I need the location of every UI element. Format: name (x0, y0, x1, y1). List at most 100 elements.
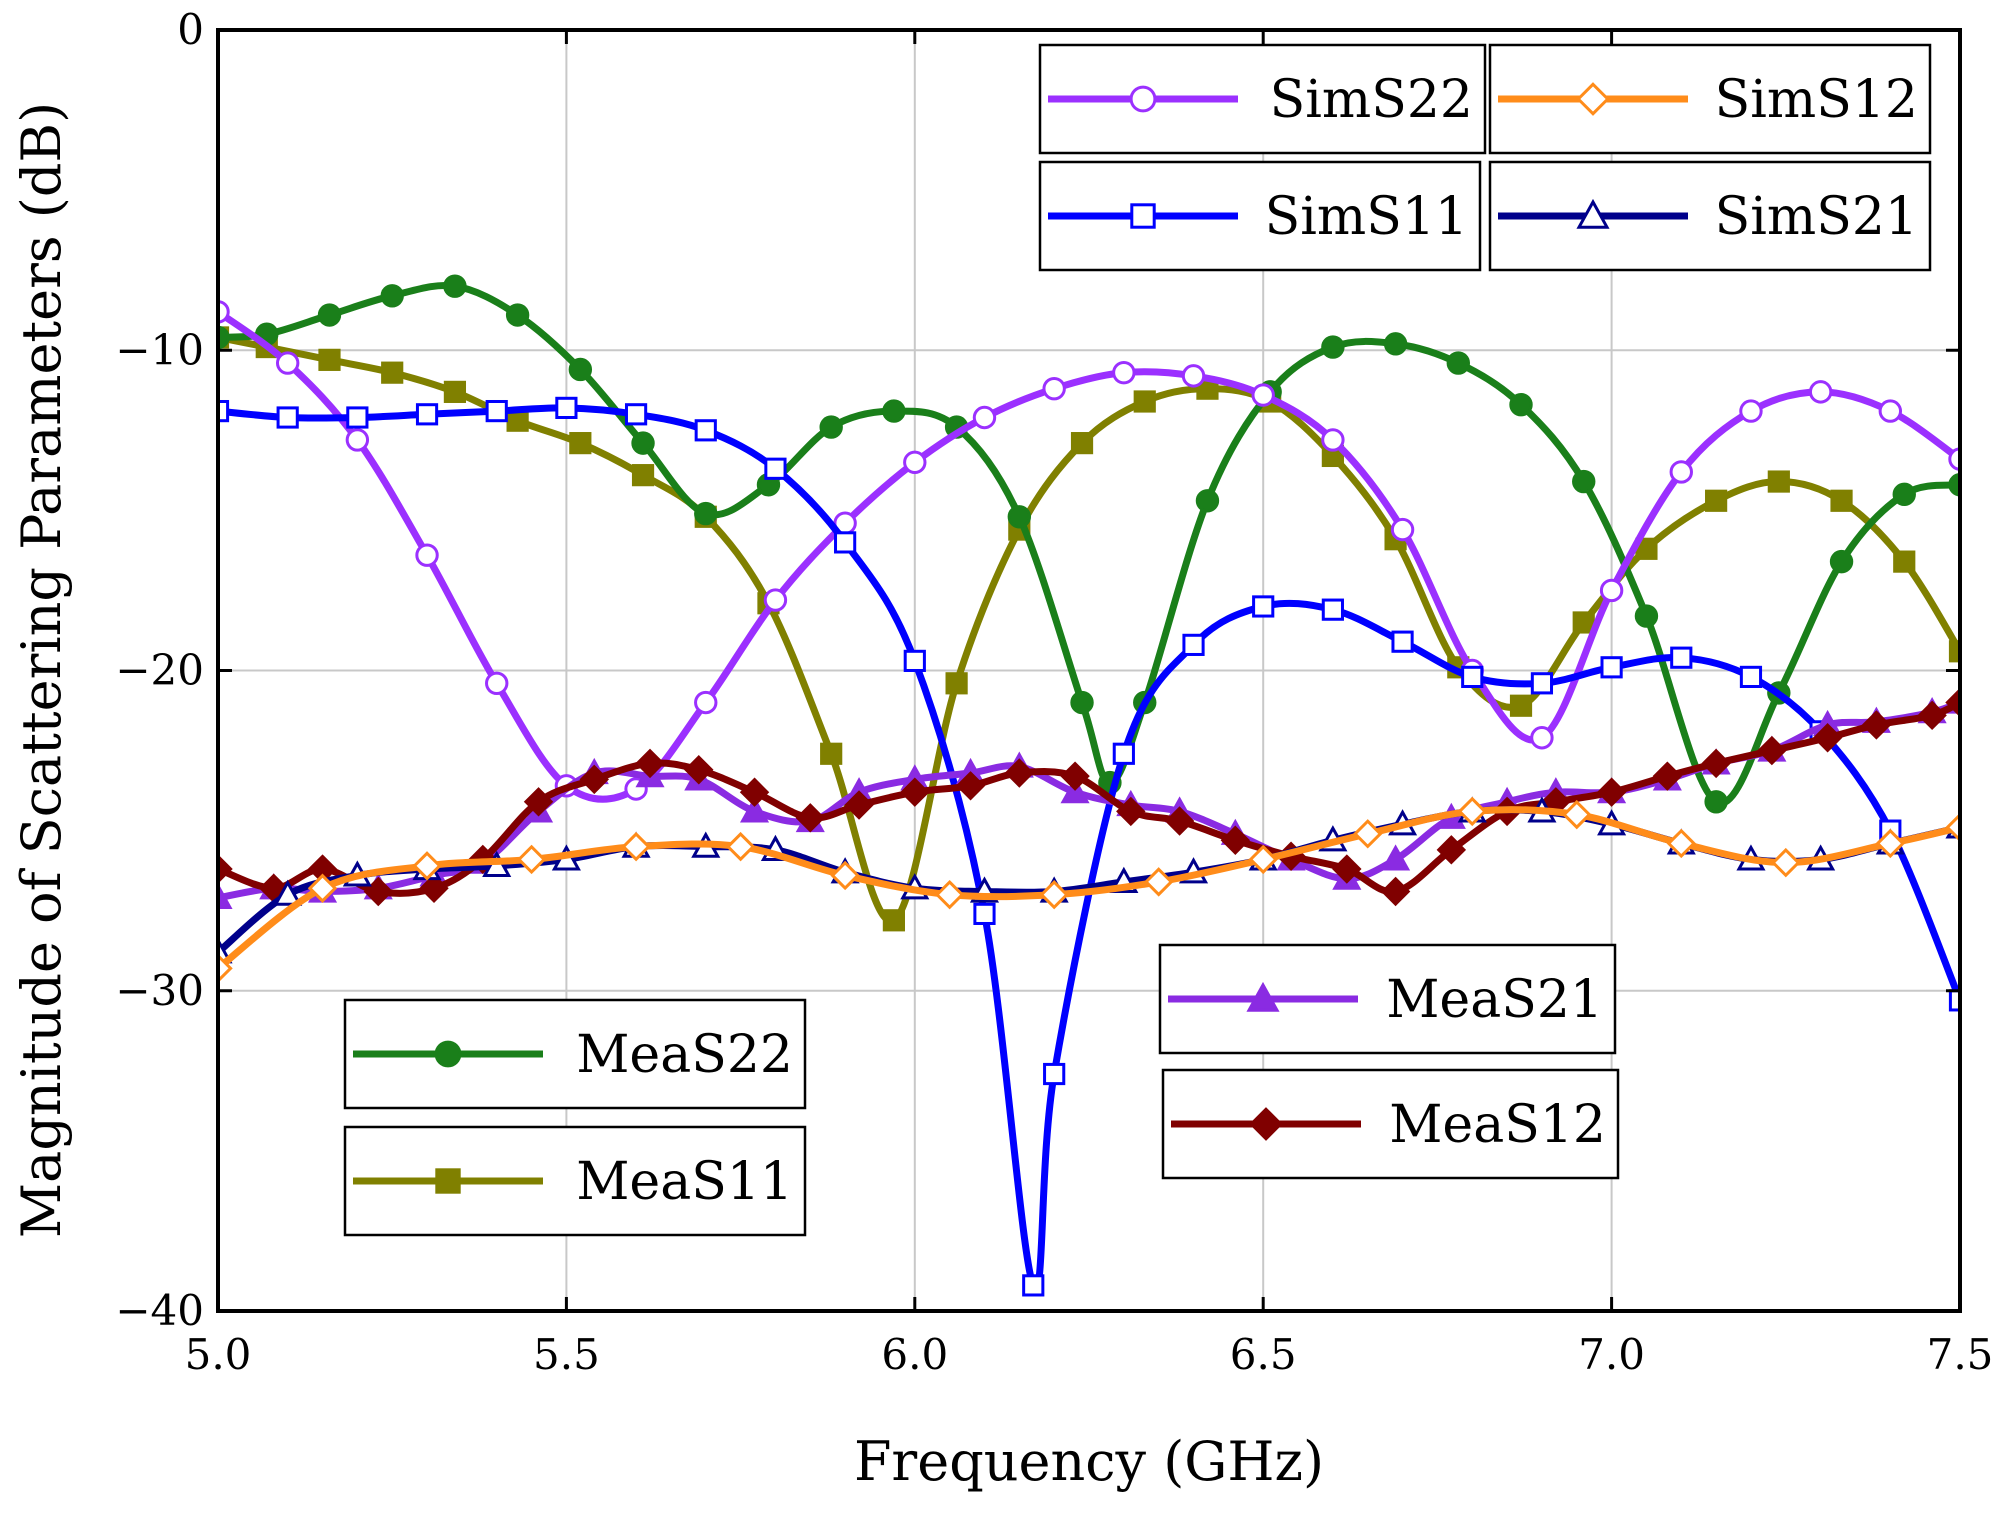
point-meas12 (579, 764, 609, 795)
legend-marker (1249, 1107, 1283, 1141)
point-sims11 (1948, 989, 1960, 1012)
point-meas22 (1829, 549, 1854, 574)
point-sims11 (624, 403, 648, 426)
point-sims12 (1666, 828, 1697, 859)
legend-marker (1130, 203, 1156, 229)
series-sims22 (218, 300, 1960, 803)
point-meas21 (1381, 844, 1411, 871)
point-meas11 (1893, 550, 1916, 573)
point-sims21 (273, 879, 303, 906)
point-sims12 (1039, 879, 1069, 910)
point-meas12 (1812, 723, 1843, 753)
legend-item-meas12: MeaS12 (1161, 1068, 1620, 1180)
point-sims22 (1739, 399, 1763, 423)
point-meas12 (739, 777, 770, 807)
point-meas11 (318, 348, 341, 371)
legend-marker (434, 1040, 462, 1068)
series-sims12 (218, 796, 1960, 984)
point-meas22 (380, 284, 404, 308)
x-tick-label: 6.0 (881, 1330, 948, 1379)
series-layer (218, 274, 1960, 1297)
point-meas11 (443, 380, 467, 403)
y-tick-label: −10 (115, 325, 204, 374)
point-sims22 (485, 671, 509, 696)
point-meas22 (882, 399, 906, 423)
point-sims11 (1600, 656, 1623, 679)
point-sims22 (1042, 376, 1066, 401)
point-meas12 (1652, 761, 1683, 791)
point-sims11 (1252, 595, 1275, 618)
point-meas22 (1383, 332, 1408, 356)
point-sims11 (1112, 742, 1135, 765)
x-tick-label: 5.0 (185, 1330, 252, 1379)
point-meas22 (317, 303, 342, 327)
point-sims12 (307, 873, 338, 903)
legend-item-sims12: SimS12 (1488, 43, 1932, 155)
point-sims12 (1457, 796, 1487, 827)
point-meas12 (363, 876, 393, 907)
point-meas22 (1007, 505, 1032, 529)
point-sims22 (1321, 428, 1345, 452)
point-sims22 (903, 450, 927, 475)
point-meas12 (523, 787, 554, 817)
legend-label: SimS12 (1715, 70, 1918, 130)
point-meas12 (1757, 735, 1787, 766)
point-meas22 (1634, 604, 1659, 628)
point-meas21 (1060, 777, 1090, 804)
point-sims12 (516, 844, 547, 875)
legend-item-sims11: SimS11 (1038, 160, 1482, 272)
point-sims12 (934, 879, 965, 910)
point-sims11 (1739, 665, 1763, 689)
legend-marker (1129, 85, 1157, 113)
point-meas21 (739, 796, 770, 823)
legend-item-meas11: MeaS11 (343, 1125, 807, 1237)
point-meas12 (1116, 796, 1146, 827)
point-sims11 (415, 403, 439, 426)
point-sims22 (415, 543, 439, 567)
point-meas11 (1948, 640, 1960, 663)
point-sims11 (555, 396, 578, 419)
point-meas11 (1509, 694, 1533, 717)
x-tick-label: 7.0 (1578, 1330, 1645, 1379)
point-meas11 (1133, 390, 1156, 413)
point-meas22 (1892, 482, 1916, 507)
point-sims22 (1112, 360, 1136, 385)
point-sims11 (1043, 1062, 1066, 1086)
point-meas11 (1070, 432, 1094, 455)
point-meas22 (1948, 473, 1960, 497)
point-meas12 (1164, 806, 1195, 836)
legend-label: MeaS21 (1386, 970, 1603, 1030)
legend-label: SimS22 (1270, 70, 1473, 130)
point-meas12 (1596, 777, 1627, 807)
point-sims11 (1321, 598, 1344, 621)
legend-marker (435, 1168, 461, 1194)
point-meas11 (506, 409, 529, 432)
point-sims22 (763, 588, 788, 612)
point-meas11 (381, 361, 404, 384)
point-meas21 (218, 882, 233, 909)
point-sims22 (1390, 517, 1415, 542)
point-sims22 (275, 351, 300, 375)
point-meas12 (1917, 700, 1947, 731)
point-sims12 (1143, 867, 1174, 897)
y-tick-label: −20 (115, 646, 204, 695)
point-sims12 (1875, 828, 1906, 859)
point-meas22 (1572, 469, 1596, 494)
legend-label: MeaS22 (576, 1025, 793, 1085)
point-sims12 (218, 953, 233, 984)
point-meas12 (1436, 835, 1467, 865)
point-sims11 (1670, 646, 1693, 669)
point-meas12 (900, 777, 930, 807)
point-sims12 (621, 831, 651, 862)
point-meas12 (795, 803, 826, 833)
point-meas22 (443, 274, 467, 298)
y-tick-label: 0 (177, 5, 204, 54)
point-sims11 (694, 419, 717, 442)
point-sims12 (1945, 812, 1960, 843)
point-sims12 (412, 851, 442, 881)
legend-item-meas22: MeaS22 (343, 998, 807, 1110)
point-sims11 (834, 531, 857, 554)
point-meas11 (882, 909, 905, 932)
point-meas12 (1332, 854, 1362, 884)
